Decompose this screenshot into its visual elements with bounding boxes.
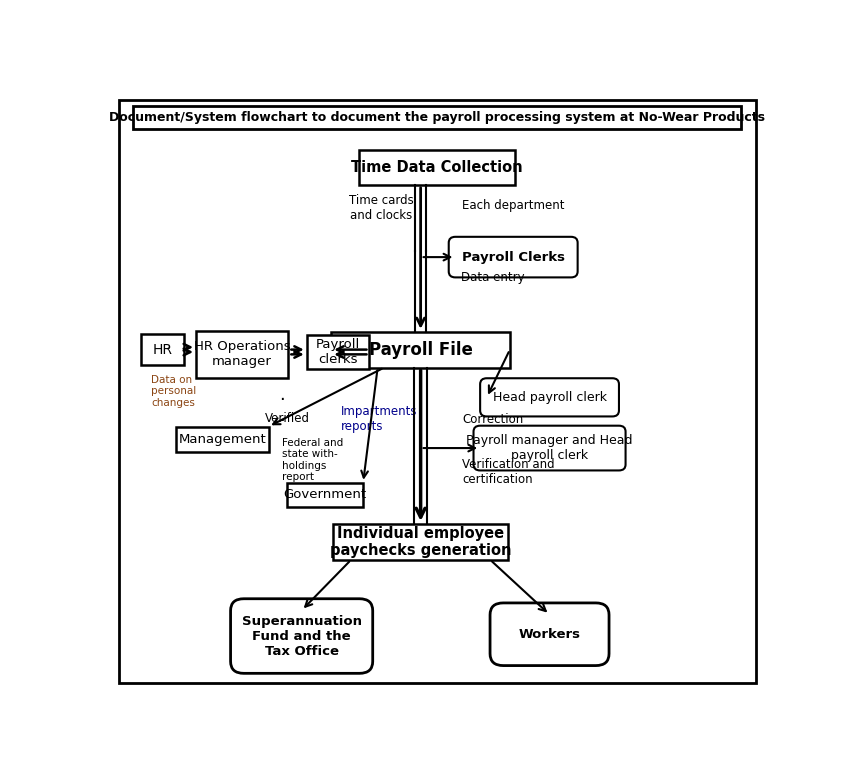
FancyBboxPatch shape bbox=[133, 106, 740, 129]
Text: Government: Government bbox=[283, 488, 366, 501]
FancyBboxPatch shape bbox=[118, 100, 755, 683]
Text: Document/System flowchart to document the payroll processing system at No-Wear P: Document/System flowchart to document th… bbox=[109, 111, 764, 124]
FancyBboxPatch shape bbox=[480, 378, 619, 416]
FancyBboxPatch shape bbox=[473, 425, 625, 470]
Text: Payroll File: Payroll File bbox=[368, 340, 472, 359]
Text: Data on
personal
changes: Data on personal changes bbox=[151, 375, 196, 408]
Text: Data entry: Data entry bbox=[460, 271, 524, 284]
FancyBboxPatch shape bbox=[448, 237, 577, 277]
Text: Verification and
certification: Verification and certification bbox=[462, 458, 555, 486]
Text: Payroll Clerks: Payroll Clerks bbox=[461, 250, 564, 264]
Text: HR: HR bbox=[153, 343, 173, 356]
Text: Superannuation
Fund and the
Tax Office: Superannuation Fund and the Tax Office bbox=[241, 615, 361, 657]
FancyBboxPatch shape bbox=[331, 332, 509, 367]
FancyBboxPatch shape bbox=[196, 330, 288, 378]
Text: ·
·: · · bbox=[279, 391, 285, 430]
FancyBboxPatch shape bbox=[230, 599, 372, 673]
Text: Payroll manager and Head
payroll clerk: Payroll manager and Head payroll clerk bbox=[466, 434, 632, 462]
FancyBboxPatch shape bbox=[332, 524, 508, 560]
Text: Individual employee
paychecks generation: Individual employee paychecks generation bbox=[330, 525, 511, 558]
Text: Management: Management bbox=[178, 432, 266, 446]
FancyBboxPatch shape bbox=[359, 150, 515, 185]
FancyBboxPatch shape bbox=[141, 334, 184, 365]
FancyBboxPatch shape bbox=[176, 426, 268, 452]
Text: Verified: Verified bbox=[265, 412, 310, 425]
Text: Payroll
clerks: Payroll clerks bbox=[315, 338, 360, 366]
Text: Correction: Correction bbox=[462, 413, 523, 426]
FancyBboxPatch shape bbox=[306, 335, 369, 370]
Text: Impartments
reports: Impartments reports bbox=[341, 405, 417, 433]
Text: Time Data Collection: Time Data Collection bbox=[351, 160, 522, 175]
Text: Each department: Each department bbox=[462, 198, 564, 212]
Text: Time cards
and clocks: Time cards and clocks bbox=[348, 194, 413, 222]
Text: Federal and
state with-
holdings
report: Federal and state with- holdings report bbox=[281, 438, 343, 482]
FancyBboxPatch shape bbox=[286, 483, 362, 507]
Text: HR Operations
manager: HR Operations manager bbox=[193, 340, 291, 368]
Text: Workers: Workers bbox=[518, 628, 580, 641]
Text: Head payroll clerk: Head payroll clerk bbox=[492, 391, 606, 404]
FancyBboxPatch shape bbox=[489, 603, 608, 666]
